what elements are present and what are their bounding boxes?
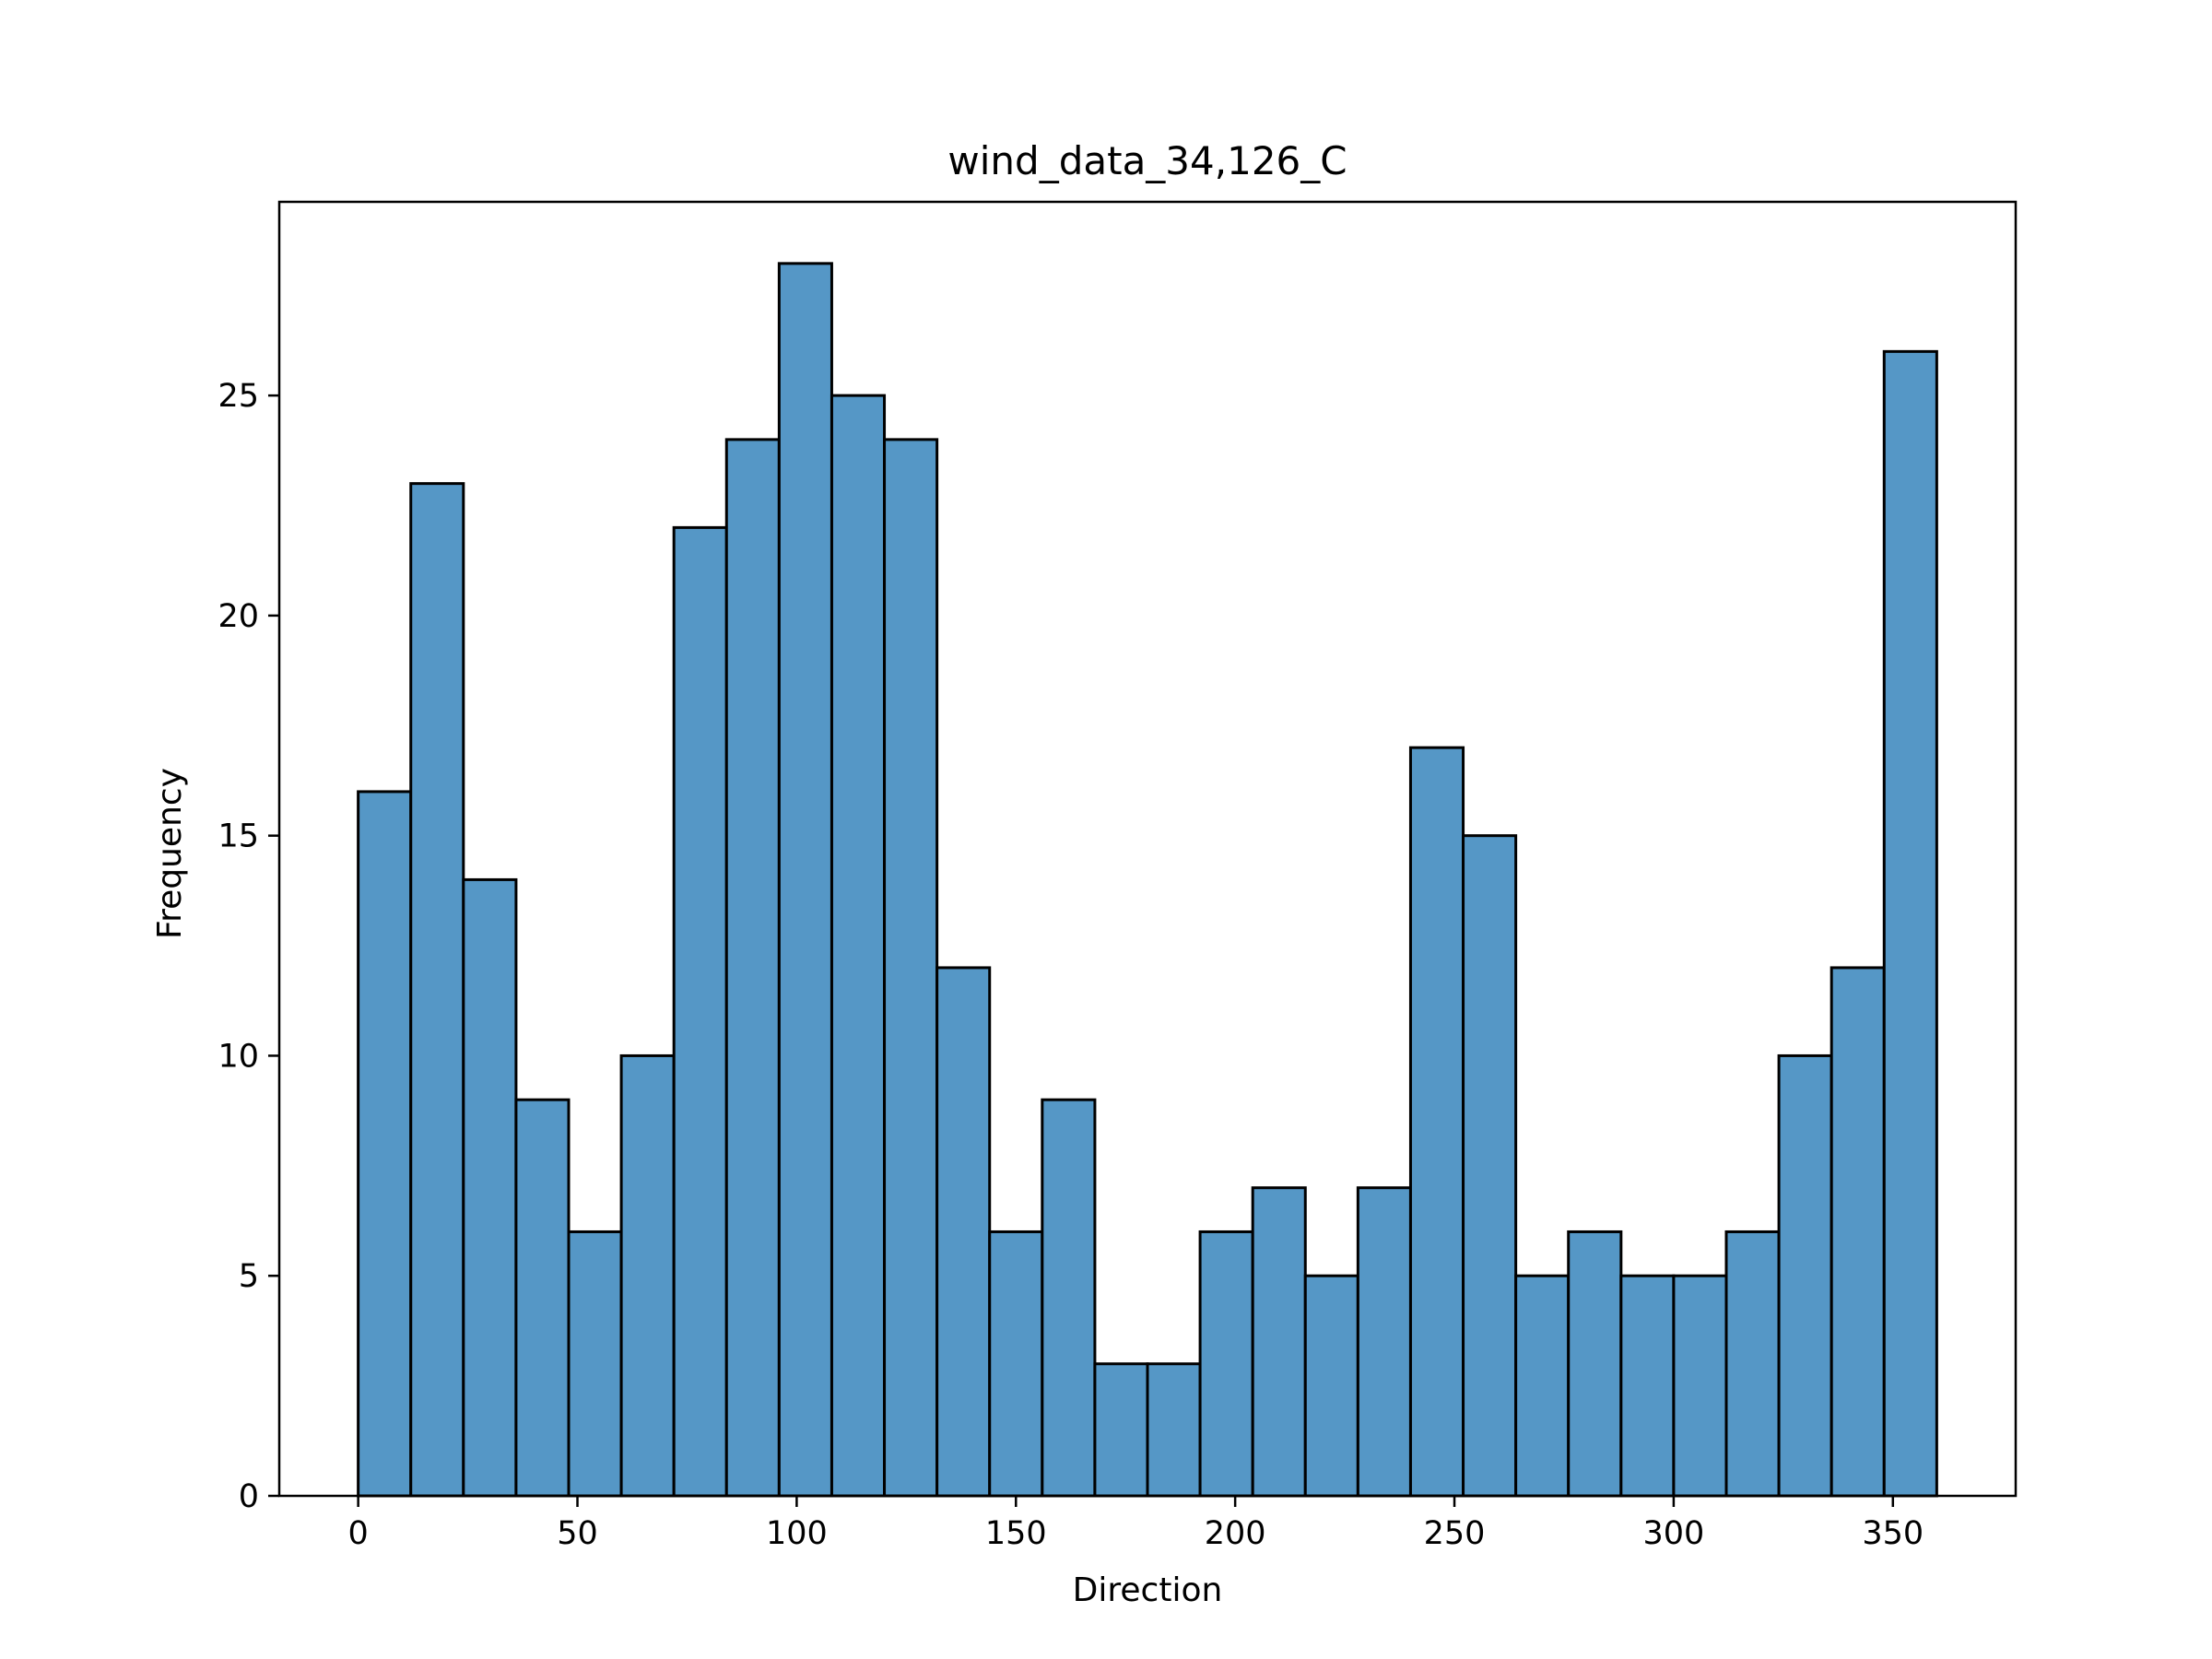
x-tick-label: 100	[766, 1515, 828, 1552]
y-axis-label: Frequency	[151, 768, 189, 939]
histogram-bar	[1777, 1053, 1833, 1498]
histogram-bar	[1408, 746, 1465, 1498]
histogram-bar	[1093, 1362, 1149, 1498]
y-tick-label: 5	[239, 1258, 259, 1295]
histogram-bar	[1041, 1098, 1097, 1498]
histogram-bar	[567, 1230, 623, 1498]
histogram-bar	[619, 1053, 676, 1498]
histogram-bars	[357, 262, 1938, 1498]
histogram-bar	[1356, 1186, 1412, 1498]
histogram-bar	[935, 966, 992, 1498]
histogram-bar	[1672, 1274, 1728, 1498]
x-axis-ticks: 0 50 100 150 200 250 300 350	[347, 1496, 1924, 1552]
histogram-bar	[1830, 966, 1886, 1498]
histogram-bar	[1303, 1274, 1359, 1498]
histogram-bar	[1619, 1274, 1676, 1498]
histogram-bar	[357, 790, 413, 1498]
x-tick-label: 50	[557, 1515, 598, 1552]
y-tick-label: 0	[239, 1478, 259, 1515]
plot-frame	[277, 200, 2018, 1498]
x-axis-label: Direction	[1073, 1571, 1223, 1609]
histogram-bar	[409, 482, 465, 1498]
y-tick-label: 15	[218, 818, 259, 855]
x-tick-label: 200	[1205, 1515, 1266, 1552]
y-tick-label: 25	[218, 378, 259, 415]
x-tick-label: 350	[1862, 1515, 1924, 1552]
y-tick-label: 10	[218, 1038, 259, 1075]
histogram-bar	[1882, 349, 1938, 1498]
histogram-bar	[462, 877, 518, 1498]
histogram-bar	[672, 525, 728, 1498]
histogram-bar	[1198, 1230, 1254, 1498]
histogram-bar	[1462, 834, 1518, 1498]
histogram-bar	[1514, 1274, 1571, 1498]
x-tick-label: 150	[985, 1515, 1047, 1552]
histogram-bar	[724, 438, 781, 1498]
y-axis-ticks: 0 5 10 15 20 25	[218, 378, 279, 1515]
x-tick-label: 300	[1643, 1515, 1705, 1552]
histogram-bar	[1724, 1230, 1781, 1498]
histogram-bar	[830, 394, 887, 1498]
x-tick-label: 0	[347, 1515, 368, 1552]
histogram-bar	[1251, 1186, 1307, 1498]
y-tick-label: 20	[218, 598, 259, 635]
histogram-bar	[988, 1230, 1044, 1498]
histogram-bar	[777, 262, 833, 1498]
histogram-bar	[1146, 1362, 1202, 1498]
histogram-bar	[883, 438, 939, 1498]
histogram-bar	[514, 1098, 571, 1498]
chart-title: wind_data_34,126_C	[947, 138, 1347, 183]
x-tick-label: 250	[1424, 1515, 1486, 1552]
histogram-bar	[1567, 1230, 1623, 1498]
